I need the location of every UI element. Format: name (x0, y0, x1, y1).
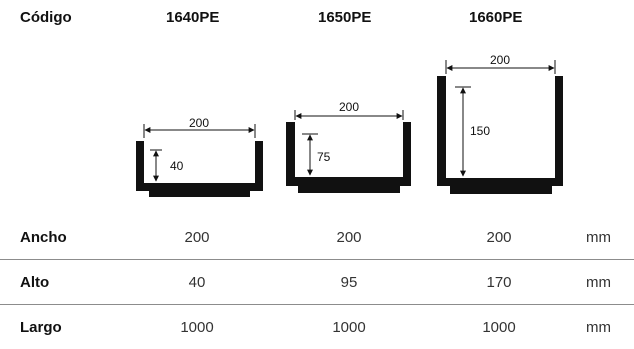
spec-value-1660pe: 1000 (482, 319, 516, 336)
spec-unit: mm (586, 274, 611, 291)
product-header-1640pe: 1640PE (166, 9, 220, 26)
spec-value-1640pe: 40 (188, 274, 206, 291)
spec-label: Ancho (20, 229, 67, 246)
spec-value-1650pe: 200 (336, 229, 362, 246)
spec-unit: mm (586, 319, 611, 336)
row-divider (0, 304, 634, 305)
spec-value-1640pe: 200 (184, 229, 210, 246)
product-header-1660pe: 1660PE (469, 9, 523, 26)
width-dimension-label: 200 (339, 100, 359, 114)
height-dimension-label: 40 (170, 159, 184, 173)
profile-drawings: 200 40 200 75 200 150 (136, 53, 563, 197)
width-dimension-label: 200 (490, 53, 510, 67)
spec-label: Alto (20, 274, 50, 291)
profile-1660pe: 200 150 (437, 53, 563, 194)
channel-shape (437, 76, 563, 194)
height-dimension-label: 150 (470, 124, 490, 138)
spec-value-1650pe: 95 (340, 274, 358, 291)
spec-row-alto: Alto 40 95 170 mm (0, 264, 634, 304)
profile-1640pe: 200 40 (136, 116, 263, 197)
height-dimension-label: 75 (317, 150, 331, 164)
spec-value-1660pe: 170 (486, 274, 512, 291)
row-divider (0, 259, 634, 260)
width-dimension-label: 200 (189, 116, 209, 130)
spec-value-1660pe: 200 (486, 229, 512, 246)
product-header-1650pe: 1650PE (318, 9, 372, 26)
channel-shape (136, 141, 263, 197)
spec-row-largo: Largo 1000 1000 1000 mm (0, 309, 634, 349)
spec-value-1650pe: 1000 (332, 319, 366, 336)
spec-row-ancho: Ancho 200 200 200 mm (0, 219, 634, 259)
channel-shape (286, 122, 411, 193)
spec-value-1640pe: 1000 (180, 319, 214, 336)
spec-label: Largo (20, 319, 62, 336)
profile-1650pe: 200 75 (286, 100, 411, 193)
spec-unit: mm (586, 229, 611, 246)
codigo-header: Código (20, 9, 72, 26)
